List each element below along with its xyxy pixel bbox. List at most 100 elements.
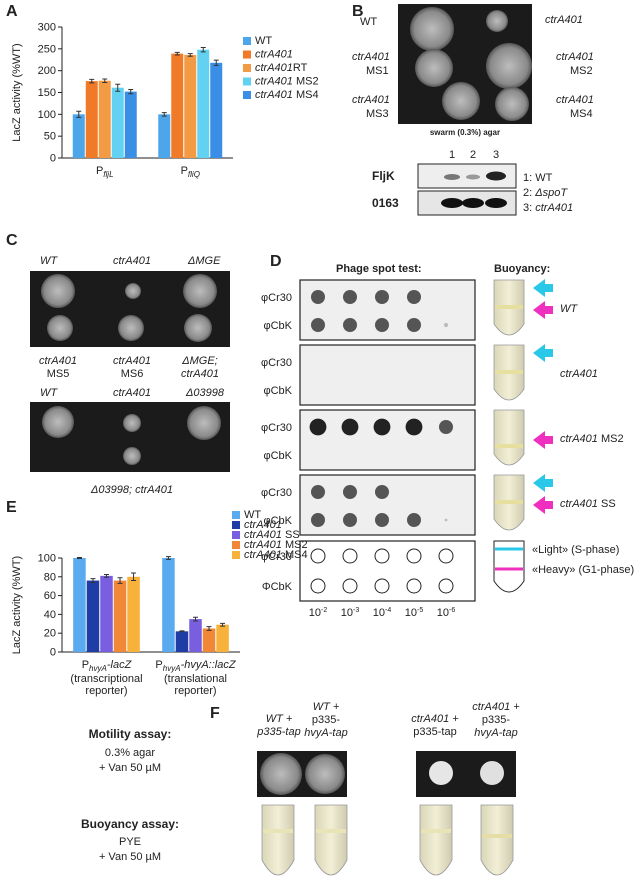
strain-label: ctrA401 SS — [560, 498, 616, 510]
colony — [480, 761, 504, 785]
band — [495, 305, 523, 309]
bar — [72, 114, 85, 158]
x-tick-label: PhvyA-lacZ — [82, 659, 133, 673]
spot — [444, 518, 448, 522]
colony — [429, 761, 453, 785]
dilution-label: 10-6 — [437, 607, 456, 619]
bar — [175, 631, 189, 652]
band — [441, 198, 463, 208]
spot-outline — [374, 548, 390, 564]
assay-label: + Van 50 µM — [99, 762, 161, 774]
spot-outline — [342, 578, 358, 594]
column-label: p335- — [312, 714, 340, 726]
x-tick-label: PhvyA-hvyA::lacZ — [155, 659, 236, 673]
tube-outline — [493, 540, 525, 593]
strain-label: ctrA401 — [545, 14, 583, 26]
phage-label: φCr30 — [261, 422, 292, 434]
spot-outline — [406, 548, 422, 564]
spot-box — [299, 474, 476, 536]
error-bar — [102, 78, 108, 83]
phage-label: φCbK — [263, 450, 292, 462]
bar — [86, 580, 100, 652]
phage-label: φCbK — [263, 385, 292, 397]
panel-letter: E — [6, 499, 17, 516]
spot — [407, 290, 421, 304]
dilution-label: 10-2 — [309, 607, 328, 619]
strain-label: ctrA401 — [352, 51, 390, 63]
header: Phage spot test: — [336, 263, 422, 275]
spot — [375, 318, 389, 332]
legend-label: WT — [255, 35, 272, 47]
legend-swatch — [243, 64, 251, 72]
spot — [407, 513, 421, 527]
bar — [100, 575, 113, 652]
error-bar — [89, 78, 95, 84]
strain-label: ctrA401 — [113, 255, 151, 267]
error-bar — [76, 557, 82, 559]
colony — [260, 753, 302, 795]
y-tick-label: 80 — [44, 571, 56, 583]
panel-letter: B — [352, 3, 364, 20]
tube — [480, 804, 514, 876]
spot — [343, 290, 357, 304]
y-tick-label: 0 — [50, 153, 56, 165]
error-bar — [115, 83, 121, 92]
legend-swatch — [243, 37, 251, 45]
legend-label: ctrA401 — [255, 49, 293, 61]
spot — [311, 485, 325, 499]
strain-label: ctrA401 — [181, 368, 219, 380]
lane-number: 2 — [470, 149, 476, 161]
spot-outline — [406, 578, 422, 594]
spot — [405, 418, 423, 436]
bar — [216, 624, 229, 652]
bar — [171, 53, 184, 158]
colony — [305, 754, 345, 794]
spot-box — [299, 409, 476, 471]
strain-label: MS5 — [47, 368, 70, 380]
colony — [42, 406, 74, 438]
spot — [375, 290, 389, 304]
arrow — [533, 496, 553, 514]
error-bar — [117, 577, 123, 584]
legend-swatch — [232, 551, 240, 559]
legend-swatch — [232, 541, 240, 549]
key-label: «Heavy» (G1-phase) — [532, 564, 634, 576]
band — [316, 829, 346, 833]
strain-label: ctrA401 — [39, 355, 77, 367]
bar — [162, 558, 175, 652]
y-tick-label: 20 — [44, 628, 56, 640]
header: Buoyancy: — [494, 263, 550, 275]
dilution-label: 10-5 — [405, 607, 424, 619]
strain-label: Δ03998 — [185, 387, 225, 399]
band — [444, 174, 460, 180]
tube — [493, 409, 525, 466]
legend-swatch — [232, 531, 240, 539]
panel-f: Motility assay: 0.3% agar + Van 50 µM Bu… — [81, 701, 520, 876]
error-bar — [131, 572, 137, 582]
band — [466, 174, 480, 180]
legend-label: ctrA401 MS4 — [244, 549, 308, 561]
assay-label: Buoyancy assay: — [81, 817, 179, 831]
arrow — [533, 431, 553, 449]
band — [462, 198, 484, 208]
strain-label: ctrA401 MS2 — [560, 433, 624, 445]
colony — [123, 447, 141, 465]
legend-swatch — [243, 77, 251, 86]
band — [495, 500, 523, 504]
spot — [311, 513, 325, 527]
bar — [98, 80, 111, 158]
band — [263, 829, 293, 833]
strain-label: Δ03998; ctrA401 — [90, 484, 173, 496]
phage-label: φCr30 — [261, 551, 292, 563]
y-tick-label: 100 — [38, 109, 56, 121]
strain-label: ctrA401 — [113, 355, 151, 367]
panel-d: Phage spot test: Buoyancy: φCr30 φCbK WT φC… — [261, 263, 634, 619]
spot-outline — [310, 548, 326, 564]
panel-b: WT ctrA401 ctrA401 MS1 ctrA401 MS2 ctrA4… — [352, 4, 594, 216]
colony — [486, 43, 532, 89]
colony — [415, 49, 453, 87]
legend-label: ctrA401 — [244, 519, 282, 531]
band — [486, 171, 506, 181]
phage-label: φCbK — [263, 320, 292, 332]
strain-label: MS4 — [570, 108, 593, 120]
